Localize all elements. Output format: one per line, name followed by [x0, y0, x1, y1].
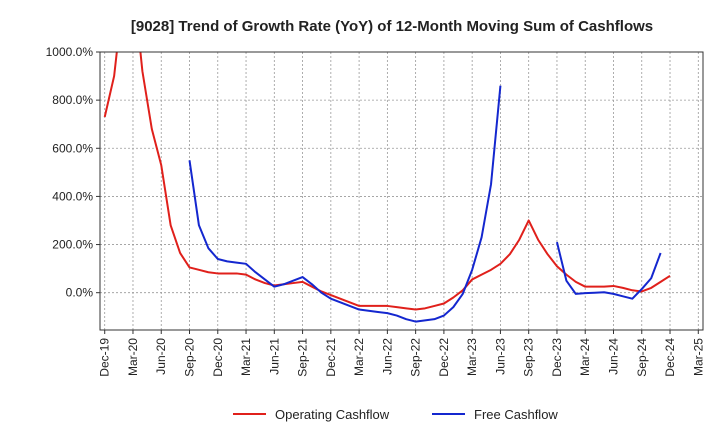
legend-label: Free Cashflow: [474, 407, 558, 422]
x-tick-label: Mar-22: [352, 338, 366, 376]
legend-label: Operating Cashflow: [275, 407, 390, 422]
plot-area: [100, 52, 703, 330]
x-tick-label: Jun-22: [380, 338, 394, 375]
x-tick-label: Sep-24: [635, 338, 649, 377]
x-tick-label: Dec-20: [211, 338, 225, 377]
y-tick-label: 400.0%: [52, 189, 93, 203]
series-line-free-cashflow: [555, 241, 662, 300]
y-tick-label: 800.0%: [52, 93, 93, 107]
plot-frame: [99, 51, 704, 331]
y-axis: 0.0% 200.0% 400.0% 600.0% 800.0% 1000.0%: [46, 45, 100, 300]
x-tick-label: Dec-19: [98, 338, 112, 377]
x-tick-label: Jun-20: [154, 338, 168, 375]
x-tick-label: Sep-21: [296, 338, 310, 377]
x-tick-label: Mar-23: [465, 338, 479, 376]
y-tick-label: 1000.0%: [46, 45, 94, 59]
x-tick-label: Jun-23: [493, 338, 507, 375]
x-tick-label: Jun-21: [267, 338, 281, 375]
x-tick-label: Mar-20: [126, 338, 140, 376]
x-tick-label: Dec-24: [663, 338, 677, 377]
x-tick-label: Sep-22: [409, 338, 423, 377]
series-line-free-cashflow: [188, 85, 502, 323]
x-tick-label: Sep-20: [183, 338, 197, 377]
x-tick-label: Mar-25: [691, 338, 705, 376]
y-tick-label: 0.0%: [66, 286, 94, 300]
x-tick-label: Dec-21: [324, 338, 338, 377]
x-tick-label: Dec-22: [437, 338, 451, 377]
x-tick-label: Mar-24: [578, 338, 592, 376]
legend: Operating Cashflow Free Cashflow: [233, 407, 558, 422]
x-axis: Dec-19 Mar-20 Jun-20 Sep-20 Dec-20 Mar-21 Jun-…: [98, 330, 705, 377]
series-layer: [103, 52, 671, 323]
series-line-operating-cashflow: [103, 52, 671, 311]
y-tick-label: 200.0%: [52, 238, 93, 252]
x-tick-label: Jun-24: [606, 338, 620, 375]
y-tick-label: 600.0%: [52, 141, 93, 155]
x-tick-label: Dec-23: [550, 338, 564, 377]
chart-title: [9028] Trend of Growth Rate (YoY) of 12-…: [131, 18, 653, 35]
x-tick-label: Mar-21: [239, 338, 253, 376]
x-tick-label: Sep-23: [522, 338, 536, 377]
